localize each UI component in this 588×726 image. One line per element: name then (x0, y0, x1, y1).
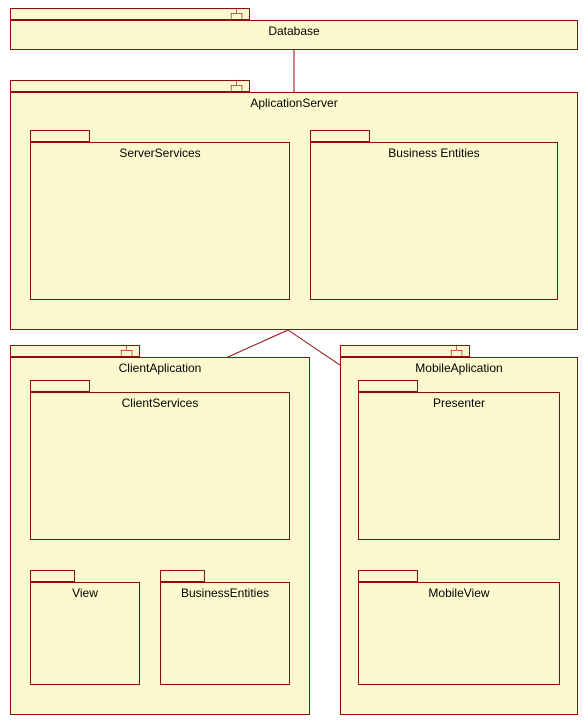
package-tab (10, 8, 250, 20)
package-label: ClientAplication (10, 361, 310, 375)
package-view: View (30, 570, 140, 685)
package-database: ┌┴┐ Database (10, 8, 578, 50)
package-label: ClientServices (30, 396, 290, 410)
package-presenter: Presenter (358, 380, 560, 540)
package-label: BusinessEntities (160, 586, 290, 600)
package-tab (30, 570, 75, 582)
package-label: Database (10, 24, 578, 38)
package-label: Presenter (358, 396, 560, 410)
anchor-icon: ┌┴┐ (228, 81, 244, 90)
package-label: Business Entities (310, 146, 558, 160)
package-tab (30, 380, 90, 392)
package-tab (30, 130, 90, 142)
package-bizentities: Business Entities (310, 130, 558, 300)
package-mobileview: MobileView (358, 570, 560, 685)
package-body (310, 142, 558, 300)
package-tab (358, 570, 418, 582)
anchor-icon: ┌┴┐ (118, 346, 134, 355)
package-body (30, 392, 290, 540)
anchor-icon: ┌┴┐ (448, 346, 464, 355)
package-body (358, 392, 560, 540)
package-label: MobileView (358, 586, 560, 600)
package-label: MobileAplication (340, 361, 578, 375)
package-clientsvcs: ClientServices (30, 380, 290, 540)
anchor-icon: ┌┴┐ (228, 9, 244, 18)
package-tab (160, 570, 205, 582)
package-tab (10, 80, 250, 92)
package-body (30, 142, 290, 300)
package-tab (310, 130, 370, 142)
package-label: AplicationServer (10, 96, 578, 110)
package-label: View (30, 586, 140, 600)
package-srvservices: ServerServices (30, 130, 290, 300)
package-tab (358, 380, 418, 392)
package-label: ServerServices (30, 146, 290, 160)
package-bizent2: BusinessEntities (160, 570, 290, 685)
